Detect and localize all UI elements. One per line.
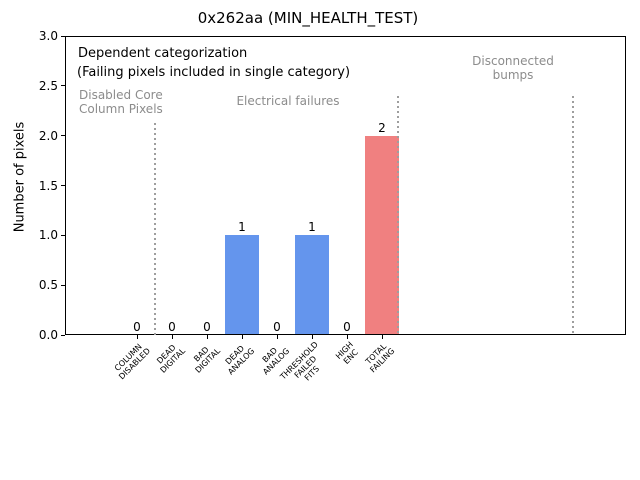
y-tick-label: 0.5 <box>38 278 58 293</box>
x-tick-label-high: HIGH ENC <box>334 340 361 366</box>
x-tick-mark <box>381 335 383 339</box>
chart-title: 0x262aa (MIN_HEALTH_TEST) <box>197 9 419 27</box>
y-tick-label: 2.5 <box>38 78 58 93</box>
bar-value-label: 0 <box>273 320 281 334</box>
group-separator-line <box>572 95 575 335</box>
x-tick-label-dead: DEAD DIGITAL <box>154 342 187 375</box>
y-tick-mark <box>61 284 65 286</box>
x-tick-label-bad: BAD DIGITAL <box>191 345 222 375</box>
group-separator-line <box>153 122 156 335</box>
x-tick-mark <box>206 335 208 339</box>
y-tick-mark <box>61 135 65 137</box>
y-tick-mark <box>61 85 65 87</box>
y-tick-mark <box>61 234 65 236</box>
group-separator-line <box>397 95 400 335</box>
y-tick-mark <box>61 334 65 336</box>
bar-value-label: 1 <box>308 220 316 235</box>
plot-area <box>65 36 626 335</box>
bar-value-label: 0 <box>343 320 351 334</box>
x-tick-label-column: COLUMN DISABLED <box>112 342 152 382</box>
region-label-electrical-failures: Electrical failures <box>236 94 340 108</box>
bar-threshold-failed-fits <box>295 235 329 334</box>
y-tick-label: 3.0 <box>38 29 58 43</box>
annotation-dependent-categorization: Dependent categorization <box>78 46 248 61</box>
y-tick-label: 2.0 <box>38 128 58 143</box>
region-label-disconnected-bumps: Disconnected bumps <box>472 54 554 82</box>
bar-total-failing <box>365 135 399 334</box>
y-tick-mark <box>61 185 65 186</box>
x-tick-mark <box>241 335 243 339</box>
y-tick-label: 0.0 <box>38 328 58 342</box>
y-tick-mark <box>61 35 65 37</box>
bar-value-label: 0 <box>168 320 176 334</box>
bar-value-label: 0 <box>133 320 141 334</box>
x-tick-mark <box>171 335 173 339</box>
x-tick-mark <box>311 335 313 339</box>
x-tick-label-total: TOTAL FAILING <box>364 341 397 375</box>
bar-value-label: 1 <box>238 220 246 235</box>
x-tick-label-dead: DEAD ANALOG <box>224 343 257 377</box>
x-tick-mark <box>346 335 348 339</box>
region-label-disabled-core-column-pixels: Disabled Core Column Pixels <box>79 88 163 116</box>
bar-value-label: 2 <box>378 120 386 135</box>
y-tick-label: 1.5 <box>38 178 58 193</box>
x-tick-mark <box>276 335 278 339</box>
bar-value-label: 0 <box>203 320 211 334</box>
x-tick-mark <box>136 335 138 339</box>
bar-dead-analog <box>225 235 259 334</box>
annotation-failing-pixels-note: (Failing pixels included in single categ… <box>77 65 351 80</box>
y-tick-label: 1.0 <box>38 228 58 243</box>
